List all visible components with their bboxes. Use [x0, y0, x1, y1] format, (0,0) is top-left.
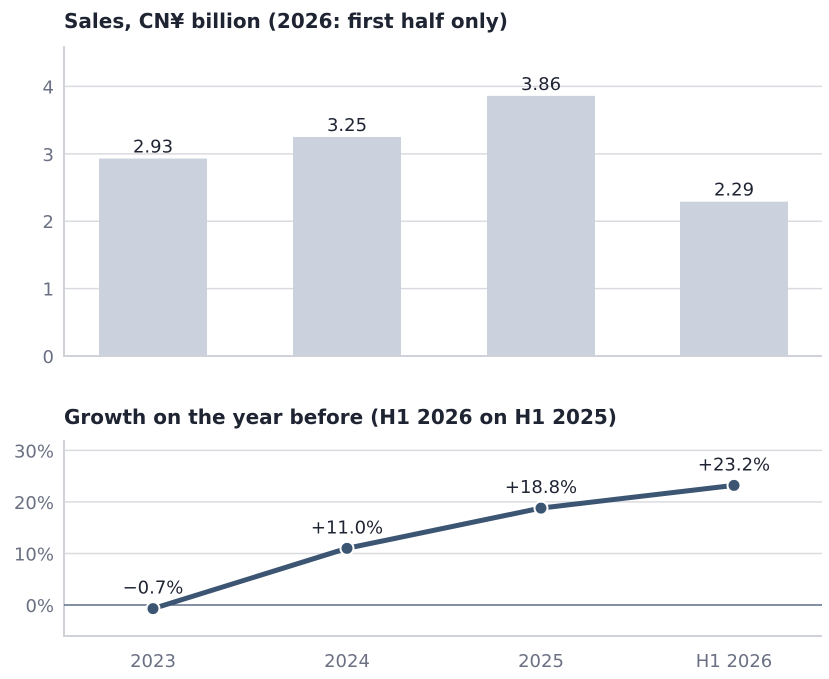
line-y-tick-label: 20% — [14, 493, 54, 514]
bar-y-tick-label: 4 — [43, 77, 54, 98]
growth-point — [145, 601, 161, 617]
bar-value-label: 2.29 — [714, 180, 754, 201]
growth-value-label: −0.7% — [123, 578, 184, 599]
line-chart-title: Growth on the year before (H1 2026 on H1… — [64, 405, 617, 429]
bar-value-label: 3.86 — [521, 74, 561, 95]
growth-series-line — [150, 482, 737, 612]
bar-value-label: 3.25 — [327, 115, 367, 136]
bar — [293, 136, 401, 356]
x-tick-label: 2025 — [518, 651, 564, 672]
growth-value-label: +11.0% — [311, 517, 383, 538]
x-tick-label: H1 2026 — [696, 651, 773, 672]
growth-series-points — [145, 477, 742, 617]
bar-chart-bars — [99, 95, 788, 356]
bar-chart-value-labels: 2.93 3.25 3.86 2.29 — [133, 74, 754, 201]
growth-point — [533, 500, 549, 516]
line-y-tick-label: 10% — [14, 544, 54, 565]
growth-point — [339, 540, 355, 556]
x-tick-label: 2023 — [130, 651, 176, 672]
x-tick-label: 2024 — [324, 651, 370, 672]
growth-value-labels: −0.7% +11.0% +18.8% +23.2% — [123, 454, 771, 598]
bar-y-tick-label: 3 — [43, 145, 54, 166]
bar-y-tick-label: 0 — [43, 347, 54, 368]
bar-y-tick-label: 2 — [43, 212, 54, 233]
bar-chart-title: Sales, CN¥ billion (2026: first half onl… — [64, 9, 508, 33]
bar-y-tick-label: 1 — [43, 280, 54, 301]
line-chart-gridlines — [64, 449, 822, 555]
line-chart-y-ticks: 0% 10% 20% 30% — [14, 441, 54, 617]
shared-x-tick-labels: 2023 2024 2025 H1 2026 — [130, 651, 772, 672]
line-y-tick-label: 30% — [14, 441, 54, 462]
bar — [99, 158, 207, 356]
bar-chart-y-ticks: 0 1 2 3 4 — [43, 77, 54, 368]
growth-value-label: +18.8% — [505, 477, 577, 498]
bar-value-label: 2.93 — [133, 137, 173, 158]
bar — [487, 95, 595, 356]
bar-highlighted — [680, 201, 788, 356]
line-y-tick-label: 0% — [25, 596, 54, 617]
growth-value-label: +23.2% — [698, 454, 770, 475]
growth-point — [726, 477, 742, 493]
